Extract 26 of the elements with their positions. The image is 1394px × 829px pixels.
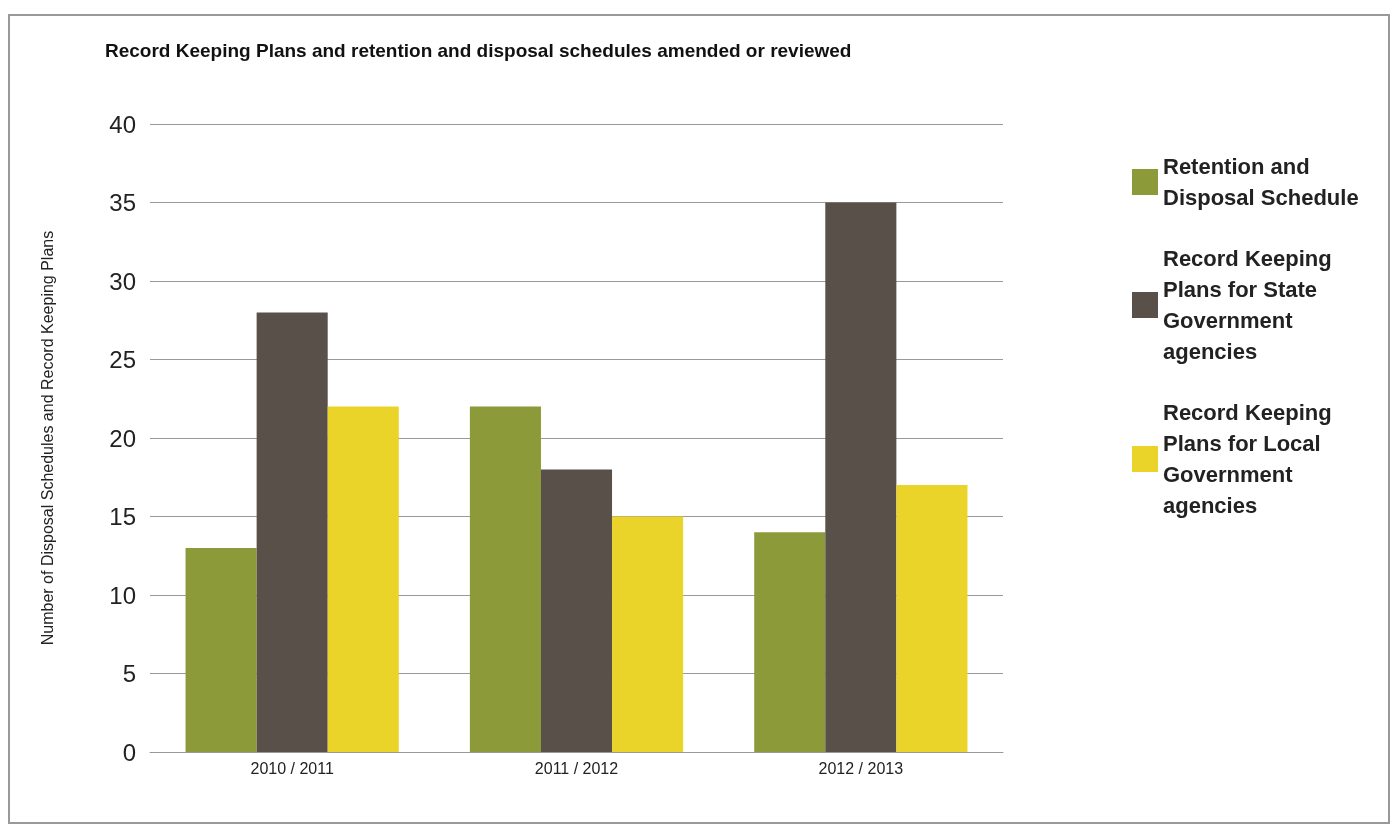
bar [185, 547, 257, 752]
y-tick-label: 25 [109, 346, 136, 373]
legend-label: Record Keeping Plans for Local Government agencies [1163, 400, 1338, 518]
bar [540, 469, 613, 752]
y-tick-label: 10 [109, 581, 136, 609]
y-axis-title: Number of Disposal Schedules and Record Keeping Plans [38, 230, 56, 646]
y-tick-label: 20 [109, 424, 136, 452]
y-tick-label: 40 [109, 110, 136, 138]
legend-label: Retention and Disposal Schedule [1163, 154, 1359, 210]
legend-label: Record Keeping Plans for State Government agencies [1163, 246, 1338, 364]
y-tick-label: 0 [122, 738, 136, 766]
bar [256, 312, 328, 752]
x-tick-label: 2011 / 2012 [534, 759, 619, 777]
chart-title: Record Keeping Plans and retention and disposal schedules amended or reviewed [105, 40, 852, 61]
x-tick-label: 2010 / 2011 [250, 759, 334, 777]
bar [896, 485, 968, 752]
x-tick-label: 2012 / 2013 [818, 759, 904, 777]
bar [612, 516, 684, 752]
y-tick-label: 35 [109, 189, 136, 216]
y-tick-label: 5 [122, 660, 136, 687]
bar [754, 532, 826, 752]
bar [825, 202, 897, 752]
y-tick-label: 15 [109, 503, 136, 530]
y-tick-label: 30 [109, 267, 136, 295]
bar [469, 406, 541, 752]
bar [327, 406, 399, 752]
